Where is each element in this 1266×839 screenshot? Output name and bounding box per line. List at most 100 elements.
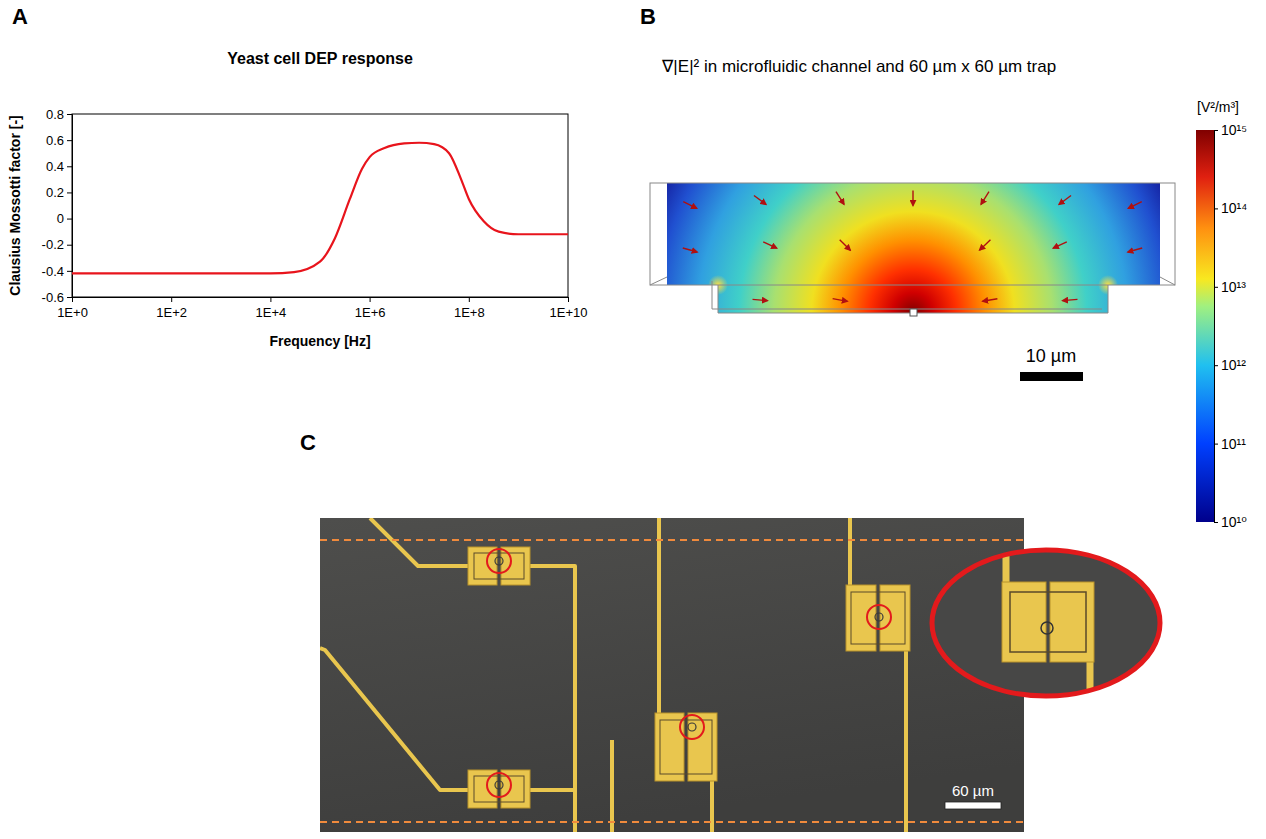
x-tick: 1E+4 xyxy=(256,297,287,320)
trap-well xyxy=(1010,592,1086,652)
force-arrow xyxy=(1063,299,1078,300)
channel-outline xyxy=(650,183,1175,285)
force-arrow xyxy=(763,242,777,248)
force-arrow xyxy=(683,202,697,209)
force-arrow xyxy=(1059,196,1071,205)
electrode-trace xyxy=(610,740,614,832)
tick-mark xyxy=(1214,130,1218,131)
x-axis-title: Frequency [Hz] xyxy=(269,333,370,349)
tick-label: -0.2 xyxy=(42,237,64,252)
tick-label: 10¹⁵ xyxy=(1221,122,1247,138)
tick-label: 1E+4 xyxy=(256,305,287,320)
channel-edge xyxy=(650,277,667,285)
force-arrow xyxy=(980,240,991,250)
tick-label: 0.8 xyxy=(46,107,64,122)
y-tick: -0.6 xyxy=(42,290,72,305)
tick-label: 0.2 xyxy=(46,185,64,200)
tick-mark xyxy=(67,192,72,193)
force-arrow xyxy=(1128,202,1141,209)
x-tick: 1E+8 xyxy=(454,297,485,320)
axis-line xyxy=(1215,131,1219,523)
force-arrow xyxy=(754,196,766,205)
force-arrow xyxy=(683,248,697,252)
electrode-trace xyxy=(530,788,575,792)
electrode-gap xyxy=(910,309,917,316)
cell xyxy=(495,781,503,789)
scale-bar xyxy=(1020,372,1083,381)
force-arrow xyxy=(836,192,844,205)
y-tick: 0.6 xyxy=(46,133,72,148)
force-arrows xyxy=(683,191,1142,302)
y-tick: -0.4 xyxy=(42,264,72,279)
electrode-pad xyxy=(1002,582,1046,662)
tick-mark xyxy=(568,297,569,302)
panel-title: ∇|E|² in microfluidic channel and 60 µm … xyxy=(661,57,1056,76)
force-arrow xyxy=(1053,242,1067,248)
channel-edge xyxy=(320,539,1024,541)
cell xyxy=(495,557,503,565)
tick-label: 1E+10 xyxy=(550,305,588,320)
tick-mark xyxy=(1214,208,1218,209)
figure: AYeast cell DEP response1E+01E+21E+41E+6… xyxy=(0,0,1266,839)
zoom-inset xyxy=(932,545,1160,700)
electrode-trace xyxy=(320,648,468,790)
panel-label: A xyxy=(12,4,28,29)
x-tick: 1E+6 xyxy=(355,297,386,320)
tick-label: 10¹⁴ xyxy=(1221,200,1247,216)
plot-area xyxy=(72,143,568,274)
tick-label: 10¹¹ xyxy=(1221,436,1246,452)
trap-outline xyxy=(712,281,1108,313)
y-tick: -0.2 xyxy=(42,237,72,252)
x-axis: 1E+01E+21E+41E+61E+81E+10 xyxy=(57,297,587,320)
colorbar-unit: [V²/m³] xyxy=(1197,99,1239,115)
electrode-pad xyxy=(1050,582,1094,662)
colorbar-tick: 10¹¹ xyxy=(1214,436,1246,452)
y-axis: -0.6 -0.4 -0.2 0 0.2 0.4 0.6 0.8 xyxy=(42,107,73,305)
panel-b: B ∇|E|² in microfluidic channel and 60 µm… xyxy=(640,4,1247,530)
trap-well xyxy=(474,553,524,579)
y-tick: 0.4 xyxy=(46,159,72,174)
plot-frame xyxy=(72,114,568,297)
tick-mark xyxy=(171,297,172,302)
electrode-trace xyxy=(530,566,575,832)
tick-mark xyxy=(67,166,72,167)
force-arrow xyxy=(912,191,913,206)
electrode-trace xyxy=(1087,660,1094,700)
cell xyxy=(688,723,696,731)
electrode-trace xyxy=(710,780,714,832)
inset-ground xyxy=(932,550,1160,696)
inset-border xyxy=(932,550,1160,696)
tick-mark xyxy=(67,245,72,246)
force-arrow xyxy=(983,299,998,301)
colorbar-tick: 10¹³ xyxy=(1214,279,1246,295)
trap-well xyxy=(474,776,524,802)
tick-mark xyxy=(1214,444,1218,445)
chart-title: Yeast cell DEP response xyxy=(227,50,413,67)
channel-edge xyxy=(1160,277,1175,285)
tick-label: -0.6 xyxy=(42,290,64,305)
x-tick: 1E+10 xyxy=(550,297,588,320)
panel-label: B xyxy=(640,4,656,29)
tick-mark xyxy=(1214,522,1218,523)
tick-label: 0.4 xyxy=(46,159,64,174)
tick-mark xyxy=(370,297,371,302)
tick-mark xyxy=(67,297,72,298)
tick-label: 10¹³ xyxy=(1221,279,1246,295)
scale-bar-label: 10 µm xyxy=(1026,346,1076,366)
y-tick: 0 xyxy=(57,211,72,226)
tick-label: 1E+6 xyxy=(355,305,386,320)
tick-label: 10¹² xyxy=(1221,357,1246,373)
force-arrow xyxy=(840,240,851,251)
field-map xyxy=(650,180,1180,320)
panel-label: C xyxy=(300,430,316,455)
panel-c: C60 µm xyxy=(300,430,1160,832)
trap-well xyxy=(851,592,905,644)
tick-label: -0.4 xyxy=(42,264,64,279)
tick-mark xyxy=(270,297,271,302)
tick-mark xyxy=(469,297,470,302)
tick-label: 0.6 xyxy=(46,133,64,148)
y-axis-title: Clausius Mossotti factor [-] xyxy=(7,115,23,295)
cell-highlight xyxy=(867,605,891,629)
cell-highlight xyxy=(680,715,704,739)
tick-label: 1E+2 xyxy=(156,305,187,320)
